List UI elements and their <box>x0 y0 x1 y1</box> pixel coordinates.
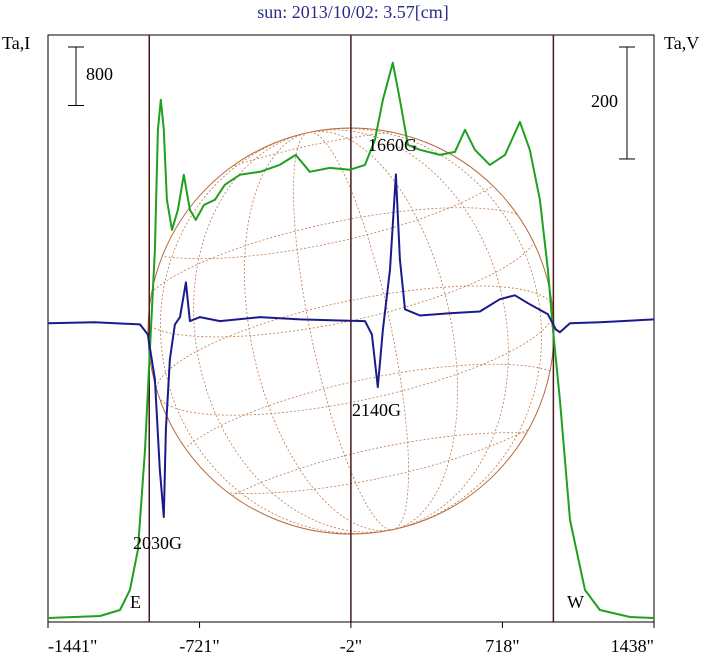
globe-grid <box>122 128 586 563</box>
y2-axis-label: Ta,V <box>664 33 699 53</box>
annotation: E <box>130 592 141 612</box>
annotation: 2140G <box>352 400 401 420</box>
x-tick-label: -1441" <box>48 636 97 656</box>
x-tick-label: -2" <box>340 636 362 656</box>
x-tick-label: 718" <box>485 636 519 656</box>
annotation: 1660G <box>368 135 417 155</box>
x-tick-label: -721" <box>179 636 219 656</box>
solar-globe <box>122 127 586 563</box>
annotation: W <box>567 592 584 612</box>
series-line <box>47 61 655 619</box>
x-tick-label: 1438" <box>611 636 654 656</box>
chart-title: sun: 2013/10/02: 3.57[cm] <box>257 2 449 22</box>
scale-bar-label: 800 <box>86 64 113 84</box>
y-axis-label: Ta,I <box>2 33 30 53</box>
series-line <box>47 173 655 518</box>
scale-bar-label: 200 <box>591 91 618 111</box>
annotation: 2030G <box>133 533 182 553</box>
